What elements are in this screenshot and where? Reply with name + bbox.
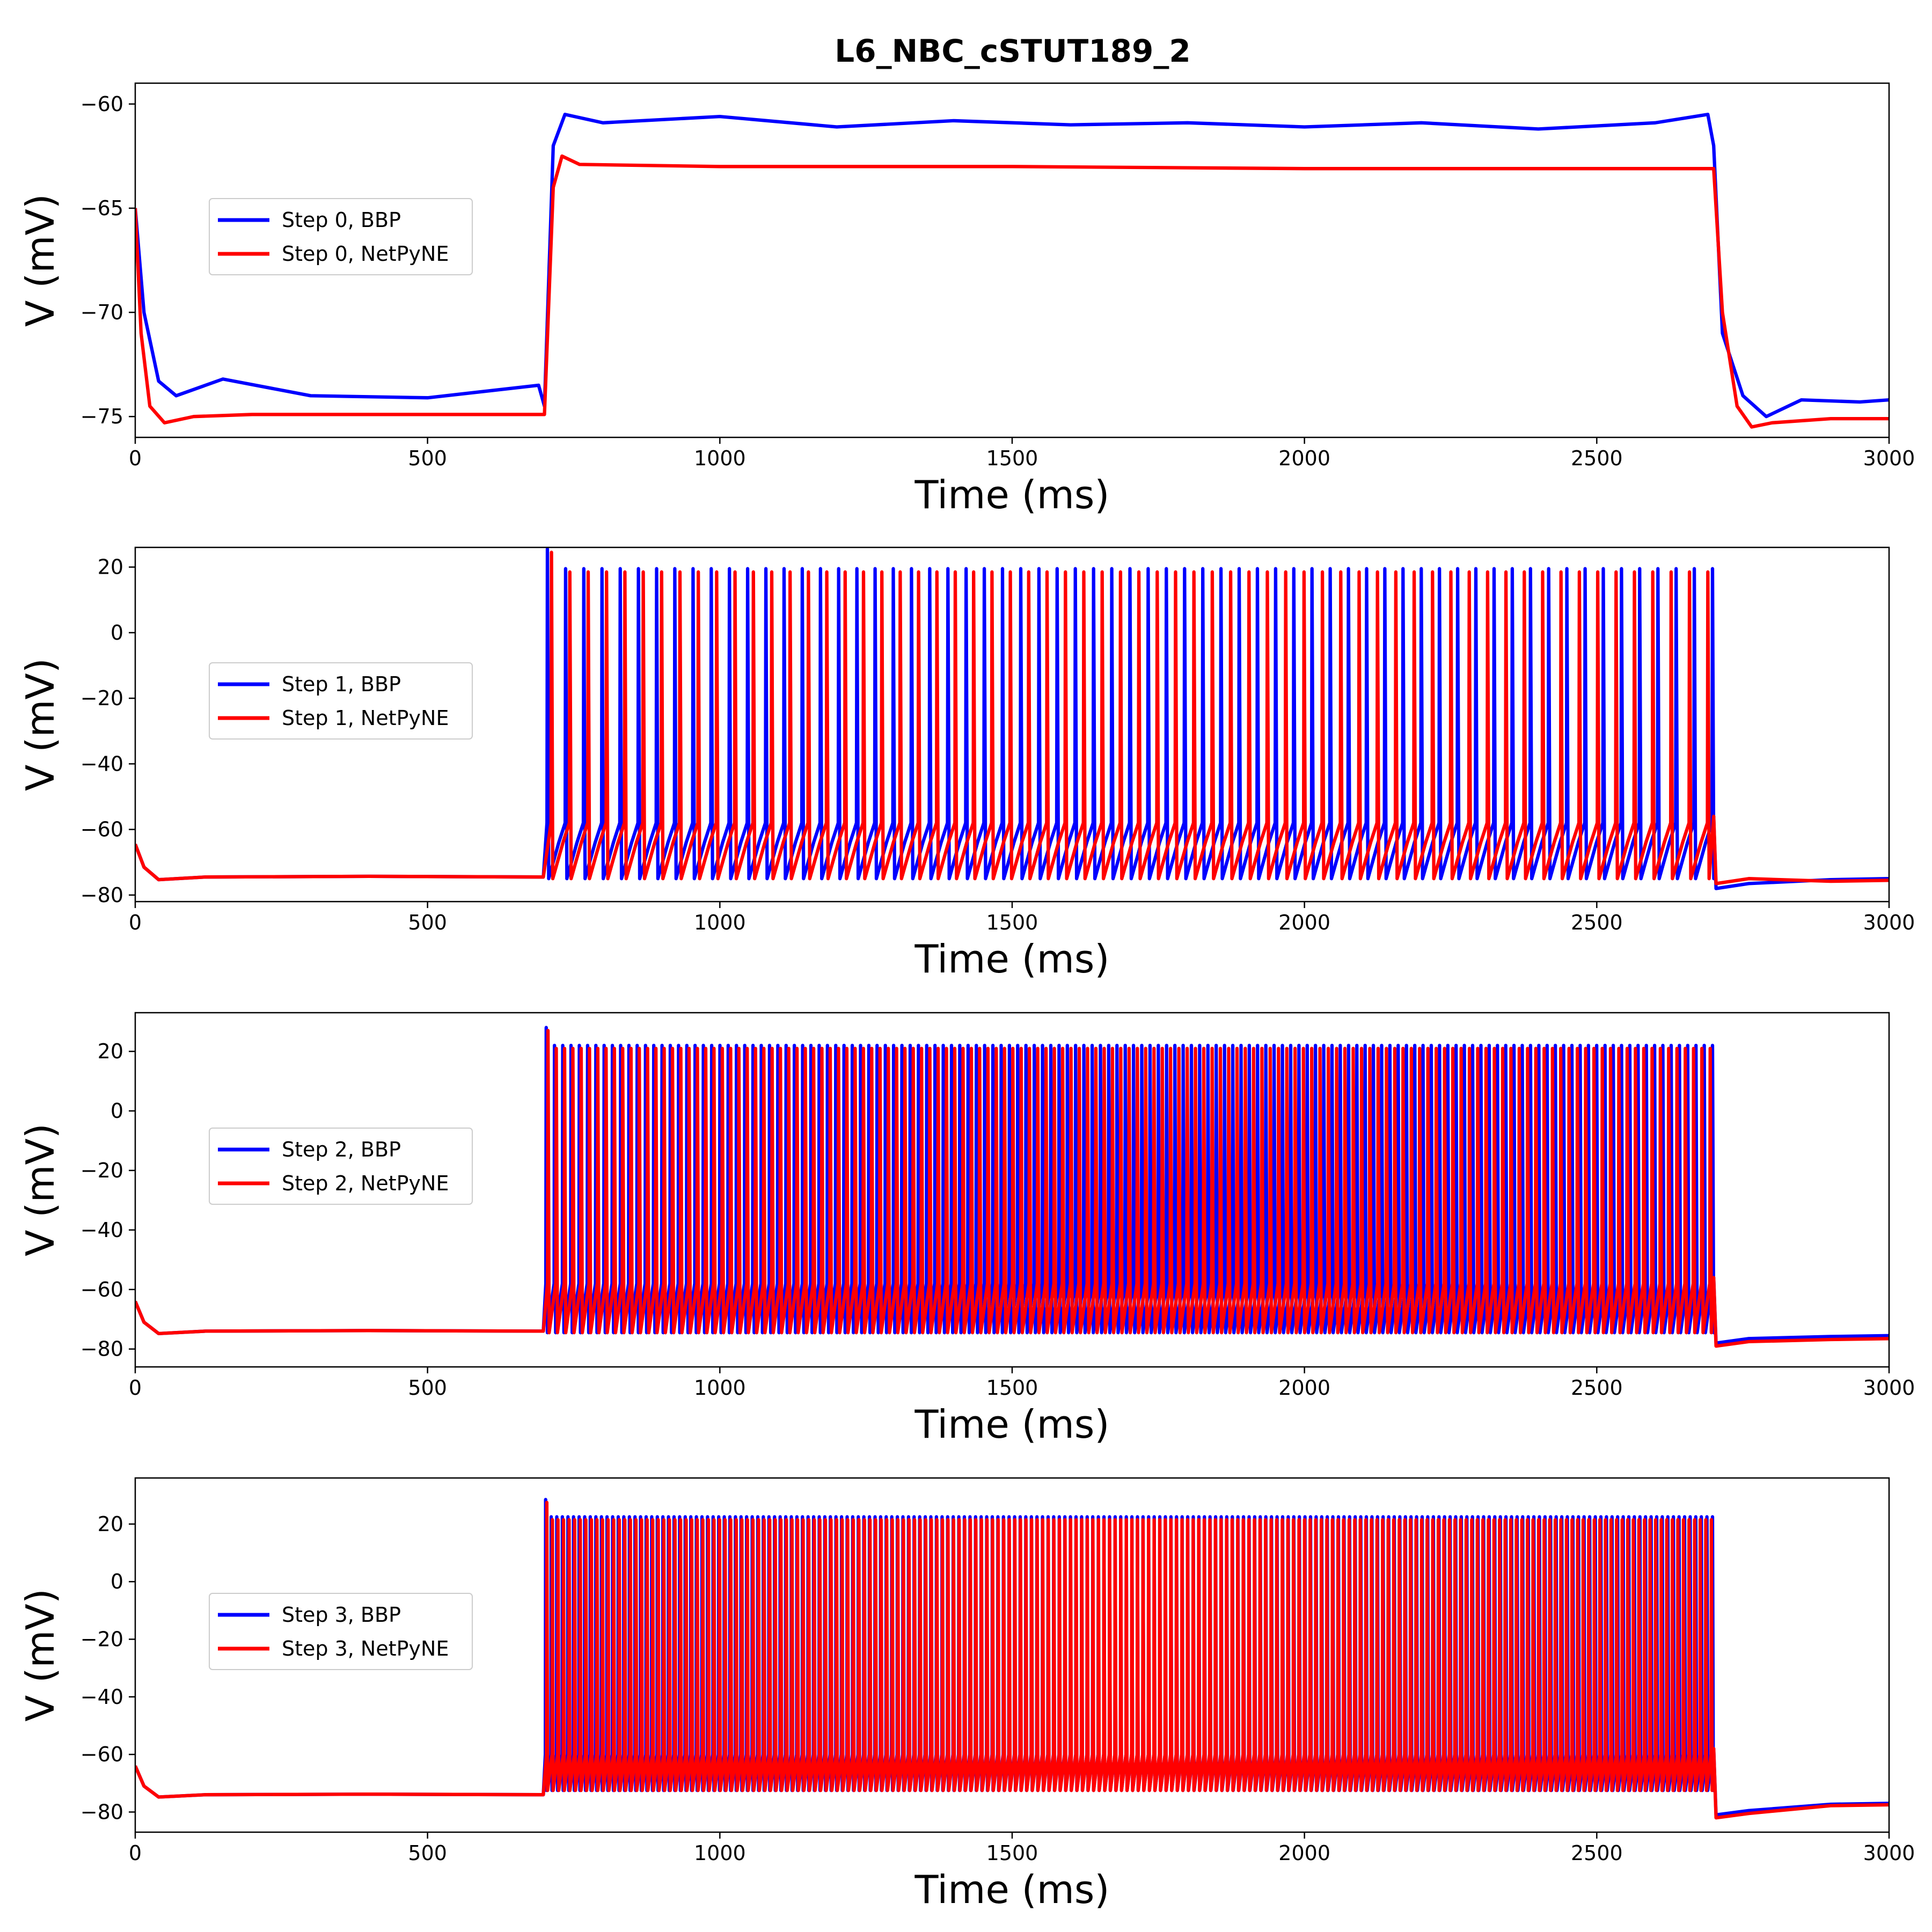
y-tick-label: −20 xyxy=(80,1627,123,1651)
x-tick-label: 1500 xyxy=(986,1376,1038,1400)
y-tick-label: −75 xyxy=(80,405,123,428)
x-tick-label: 1000 xyxy=(694,447,746,470)
x-tick-label: 500 xyxy=(408,1841,447,1865)
legend-entry: Step 3, NetPyNE xyxy=(282,1637,449,1660)
x-tick-label: 2000 xyxy=(1278,1841,1330,1865)
x-tick-label: 0 xyxy=(129,1841,142,1865)
x-tick-label: 500 xyxy=(408,1376,447,1400)
x-tick-label: 500 xyxy=(408,911,447,934)
x-tick-label: 0 xyxy=(129,911,142,934)
legend-entry: Step 2, BBP xyxy=(282,1138,401,1161)
legend-entry: Step 1, NetPyNE xyxy=(282,706,449,730)
x-tick-label: 2000 xyxy=(1278,911,1330,934)
y-tick-label: −60 xyxy=(80,92,123,116)
x-axis-label: Time (ms) xyxy=(914,1867,1110,1912)
legend-entry: Step 3, BBP xyxy=(282,1603,401,1627)
legend-entry: Step 0, NetPyNE xyxy=(282,242,449,266)
legend-entry: Step 0, BBP xyxy=(282,208,401,232)
series-line-netpyne xyxy=(135,551,1889,885)
x-tick-label: 2500 xyxy=(1571,1841,1623,1865)
series-line-netpyne xyxy=(135,1029,1889,1348)
y-tick-label: −40 xyxy=(80,1685,123,1709)
x-tick-label: 0 xyxy=(129,1376,142,1400)
legend: Step 2, BBP Step 2, NetPyNE xyxy=(209,1128,473,1205)
y-tick-label: −60 xyxy=(80,818,123,841)
x-tick-label: 500 xyxy=(408,447,447,470)
x-tick-label: 1000 xyxy=(694,1376,746,1400)
legend-box xyxy=(209,1128,473,1205)
x-axis-label: Time (ms) xyxy=(914,472,1110,517)
y-tick-label: 20 xyxy=(98,555,123,579)
x-tick-label: 3000 xyxy=(1863,911,1915,934)
x-tick-label: 3000 xyxy=(1863,1841,1915,1865)
series-line-bbp xyxy=(135,547,1889,890)
x-axis-label: Time (ms) xyxy=(914,936,1110,982)
figure-title: L6_NBC_cSTUT189_2 xyxy=(835,33,1190,69)
subplot-0: 0 500 1000 1500 2000 2500 3000 −75 −70 −65 −60 Time… xyxy=(18,82,1915,517)
y-tick-label: −80 xyxy=(80,1337,123,1361)
x-tick-label: 2500 xyxy=(1571,447,1623,470)
y-tick-label: 0 xyxy=(111,621,123,645)
x-tick-label: 1500 xyxy=(986,1841,1038,1865)
plot-area xyxy=(135,1498,1889,1820)
y-axis-label: V (mV) xyxy=(18,1123,63,1256)
x-tick-label: 0 xyxy=(129,447,142,470)
subplot-2: 0 500 1000 1500 2000 2500 3000 −80 −60 −40 −20 0 20 T… xyxy=(18,1012,1915,1447)
legend: Step 3, BBP Step 3, NetPyNE xyxy=(209,1593,473,1670)
x-tick-label: 1500 xyxy=(986,911,1038,934)
y-tick-label: −40 xyxy=(80,1218,123,1242)
y-tick-label: 20 xyxy=(98,1040,123,1063)
y-tick-label: −80 xyxy=(80,883,123,907)
x-tick-label: 3000 xyxy=(1863,1376,1915,1400)
legend-box xyxy=(209,1593,473,1670)
x-tick-label: 2000 xyxy=(1278,1376,1330,1400)
x-tick-label: 1000 xyxy=(694,1841,746,1865)
y-tick-label: −20 xyxy=(80,1159,123,1182)
y-tick-label: 0 xyxy=(111,1099,123,1123)
y-tick-label: −70 xyxy=(80,301,123,324)
plot-area xyxy=(135,113,1889,429)
y-axis-label: V (mV) xyxy=(18,194,63,327)
y-tick-label: −40 xyxy=(80,752,123,775)
y-axis-label: V (mV) xyxy=(18,1589,63,1722)
plot-area xyxy=(135,1026,1889,1348)
x-axis-label: Time (ms) xyxy=(914,1402,1110,1447)
x-tick-label: 2500 xyxy=(1571,911,1623,934)
y-tick-label: −80 xyxy=(80,1800,123,1824)
x-tick-label: 2000 xyxy=(1278,447,1330,470)
y-axis-label: V (mV) xyxy=(18,658,63,791)
legend-box xyxy=(209,198,473,275)
series-line-netpyne xyxy=(135,1501,1889,1820)
legend-entry: Step 1, BBP xyxy=(282,672,401,696)
y-tick-label: −20 xyxy=(80,686,123,710)
plot-area xyxy=(135,547,1889,890)
y-tick-label: −60 xyxy=(80,1743,123,1766)
subplot-3: 0 500 1000 1500 2000 2500 3000 −80 −60 −40 −20 0 20 T… xyxy=(18,1477,1915,1912)
x-tick-label: 1000 xyxy=(694,911,746,934)
legend: Step 0, BBP Step 0, NetPyNE xyxy=(209,198,473,275)
x-tick-label: 1500 xyxy=(986,447,1038,470)
series-line-netpyne xyxy=(135,154,1889,429)
legend-entry: Step 2, NetPyNE xyxy=(282,1172,449,1195)
x-tick-label: 3000 xyxy=(1863,447,1915,470)
subplots: 0 500 1000 1500 2000 2500 3000−75−70−65−60Time… xyxy=(18,82,1915,1912)
y-tick-label: 0 xyxy=(111,1570,123,1593)
y-tick-label: −60 xyxy=(80,1278,123,1301)
x-tick-label: 2500 xyxy=(1571,1376,1623,1400)
y-tick-label: 20 xyxy=(98,1512,123,1536)
legend-box xyxy=(209,662,473,740)
y-tick-label: −65 xyxy=(80,196,123,220)
subplot-1: 0 500 1000 1500 2000 2500 3000 −80 −60 −40 −20 0 20 T… xyxy=(18,546,1915,982)
legend: Step 1, BBP Step 1, NetPyNE xyxy=(209,662,473,740)
